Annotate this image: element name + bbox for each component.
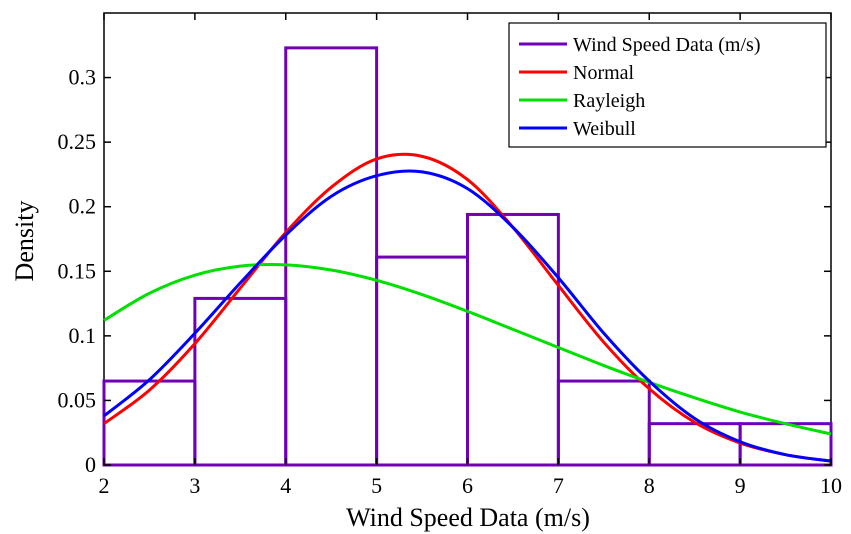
legend-label: Rayleigh xyxy=(573,90,645,112)
legend-label: Wind Speed Data (m/s) xyxy=(573,34,760,56)
y-axis-title: Density xyxy=(10,201,39,282)
y-tick-label: 0.1 xyxy=(69,323,97,348)
x-tick-label: 7 xyxy=(553,473,564,498)
y-tick-label: 0 xyxy=(85,452,96,477)
legend-label: Normal xyxy=(573,62,635,84)
x-tick-label: 8 xyxy=(644,473,655,498)
legend: Wind Speed Data (m/s) Normal Rayleigh Weibu… xyxy=(508,22,827,148)
series-line-rayleigh xyxy=(103,262,832,436)
x-tick-label: 10 xyxy=(820,473,842,498)
fit-curves xyxy=(103,152,832,463)
legend-label: Weibull xyxy=(573,118,636,140)
histogram-bar xyxy=(375,255,469,467)
axis-ticks: 2 3 4 5 6 7 8 9 10 0 0.05 0.1 0.15 0.2 0.25 0.3 xyxy=(58,13,842,498)
y-tick-label: 0.3 xyxy=(69,65,97,90)
histogram-bar xyxy=(193,296,288,467)
x-axis-title: Wind Speed Data (m/s) xyxy=(346,503,590,532)
y-tick-label: 0.05 xyxy=(58,387,97,412)
histogram-bar xyxy=(556,379,651,467)
y-tick-label: 0.25 xyxy=(58,129,97,154)
series-line-normal xyxy=(103,152,832,463)
histogram-bar xyxy=(284,46,379,467)
x-tick-label: 3 xyxy=(189,473,200,498)
x-tick-label: 9 xyxy=(735,473,746,498)
x-tick-label: 6 xyxy=(462,473,473,498)
histogram-bar xyxy=(102,379,197,467)
histogram-bar xyxy=(647,422,742,467)
x-tick-label: 4 xyxy=(280,473,291,498)
y-tick-label: 0.2 xyxy=(69,194,97,219)
x-tick-label: 5 xyxy=(371,473,382,498)
y-tick-label: 0.15 xyxy=(58,258,97,283)
histogram-bar xyxy=(466,212,560,467)
x-tick-label: 2 xyxy=(99,473,110,498)
series-line-weibull xyxy=(103,169,832,463)
